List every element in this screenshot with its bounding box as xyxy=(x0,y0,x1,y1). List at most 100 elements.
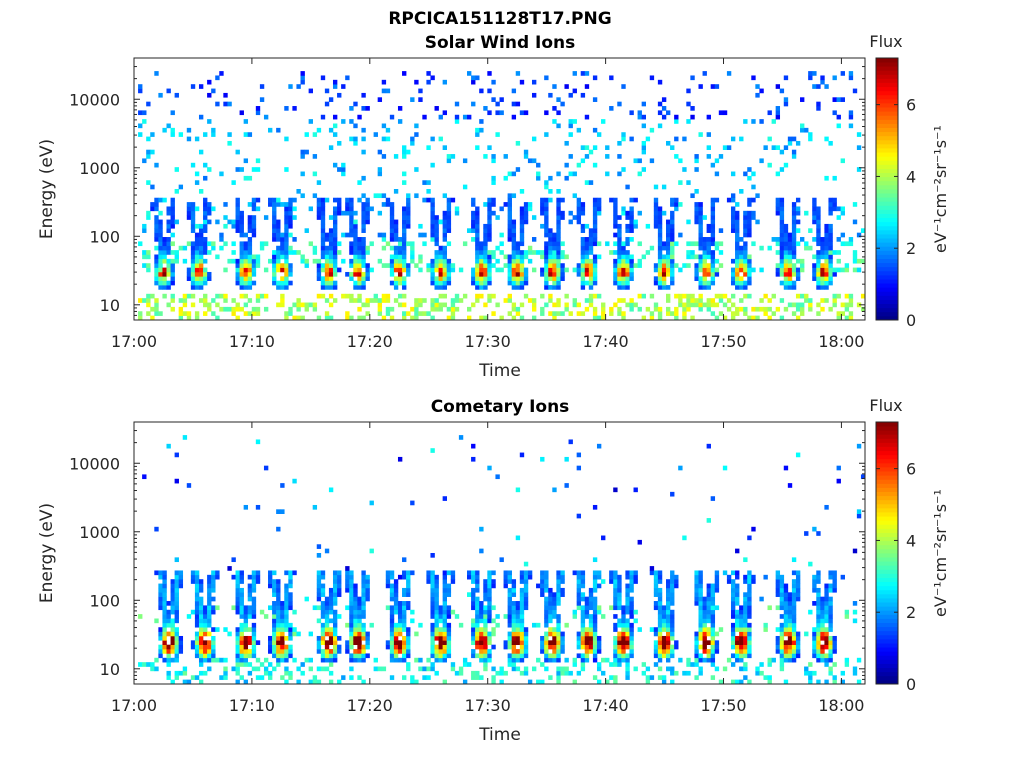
spectrogram-cell xyxy=(365,245,370,251)
spectrogram-cell xyxy=(450,267,456,273)
spectrogram-cell xyxy=(657,237,663,242)
spectrogram-cell xyxy=(556,311,561,316)
spectrogram-cell xyxy=(345,210,350,216)
spectrogram-cell xyxy=(215,570,220,576)
spectrogram-cell xyxy=(730,609,736,615)
spectrogram-cell xyxy=(702,657,707,663)
spectrogram-cell xyxy=(836,478,841,484)
spectrogram-cell xyxy=(670,197,675,203)
spectrogram-cell xyxy=(641,149,646,155)
spectrogram-cell xyxy=(276,197,281,203)
spectrogram-cell xyxy=(523,653,529,659)
spectrogram-cell xyxy=(702,258,707,264)
spectrogram-cell xyxy=(544,206,549,212)
spectrogram-cell xyxy=(263,614,269,619)
spectrogram-cell xyxy=(276,653,281,659)
spectrogram-cell xyxy=(495,614,500,619)
spectrogram-cell xyxy=(739,254,744,260)
spectrogram-cell xyxy=(515,635,521,641)
spectrogram-cell xyxy=(211,241,216,247)
spectrogram-cell xyxy=(657,223,663,229)
spectrogram-cell xyxy=(588,601,594,606)
spectrogram-cell xyxy=(402,587,407,593)
spectrogram-cell xyxy=(341,171,346,177)
spectrogram-cell xyxy=(142,110,147,116)
spectrogram-cell xyxy=(276,254,281,260)
spectrogram-cell xyxy=(739,136,744,142)
spectrogram-cell xyxy=(808,228,813,233)
spectrogram-cell xyxy=(166,223,171,229)
spectrogram-cell xyxy=(487,574,492,580)
colorbar-tick-label: 6 xyxy=(906,96,916,115)
spectrogram-cell xyxy=(515,250,521,255)
spectrogram-cell xyxy=(767,657,772,663)
spectrogram-cell xyxy=(467,592,472,597)
spectrogram-cell xyxy=(475,127,480,133)
spectrogram-cell xyxy=(393,280,399,286)
spectrogram-cell xyxy=(743,592,748,597)
spectrogram-cell xyxy=(194,640,200,645)
spectrogram-cell xyxy=(832,206,837,212)
spectrogram-cell xyxy=(361,92,366,98)
spectrogram-cell xyxy=(601,670,606,676)
spectrogram-cell xyxy=(779,592,785,597)
spectrogram-cell xyxy=(251,254,257,260)
spectrogram-cell xyxy=(434,635,439,641)
spectrogram-cell xyxy=(397,106,403,111)
spectrogram-cell xyxy=(783,250,789,255)
spectrogram-cell xyxy=(747,271,752,277)
spectrogram-cell xyxy=(320,219,326,225)
spectrogram-cell xyxy=(820,276,825,281)
spectrogram-cell xyxy=(816,84,821,89)
spectrogram-cell xyxy=(751,306,756,312)
spectrogram-cell xyxy=(820,237,825,242)
spectrogram-cell xyxy=(483,618,488,624)
spectrogram-cell xyxy=(767,136,772,142)
spectrogram-cell xyxy=(235,649,240,654)
spectrogram-cell xyxy=(657,79,663,85)
spectrogram-cell xyxy=(576,596,582,602)
spectrogram-cell xyxy=(316,267,322,273)
spectrogram-cell xyxy=(613,640,618,645)
spectrogram-cell xyxy=(170,596,175,602)
spectrogram-cell xyxy=(820,263,825,268)
spectrogram-cell xyxy=(361,258,366,264)
spectrogram-cell xyxy=(337,592,342,597)
spectrogram-cell xyxy=(674,311,679,316)
spectrogram-cell xyxy=(215,101,220,107)
spectrogram-cell xyxy=(430,206,435,212)
spectrogram-cell xyxy=(592,267,598,273)
spectrogram-cell xyxy=(714,245,720,251)
spectrogram-cell xyxy=(552,635,557,641)
spectrogram-cell xyxy=(743,627,748,632)
spectrogram-cell xyxy=(544,280,549,286)
spectrogram-cell xyxy=(560,311,565,316)
spectrogram-cell xyxy=(475,605,480,611)
spectrogram-cell xyxy=(235,197,240,203)
spectrogram-cell xyxy=(828,250,833,255)
spectrogram-cell xyxy=(511,622,517,628)
spectrogram-cell xyxy=(495,474,500,480)
spectrogram-cell xyxy=(751,241,756,247)
spectrogram-cell xyxy=(414,123,419,129)
colorbar-segment xyxy=(876,426,898,431)
spectrogram-cell xyxy=(698,132,703,137)
spectrogram-cell xyxy=(170,644,175,650)
spectrogram-cell xyxy=(531,666,537,672)
spectrogram-cell xyxy=(556,110,561,116)
y-tick-label: 10 xyxy=(100,296,120,315)
spectrogram-cell xyxy=(657,601,663,606)
spectrogram-cell xyxy=(613,202,618,207)
spectrogram-cell xyxy=(272,254,277,260)
spectrogram-cell xyxy=(280,627,285,632)
spectrogram-cell xyxy=(783,245,789,251)
spectrogram-cell xyxy=(215,315,220,321)
spectrogram-cell xyxy=(402,215,407,220)
spectrogram-cell xyxy=(430,136,435,142)
spectrogram-cell xyxy=(479,614,484,619)
colorbar-tick-label: 0 xyxy=(906,675,916,694)
spectrogram-cell xyxy=(207,605,212,611)
spectrogram-cell xyxy=(203,614,208,619)
spectrogram-cell xyxy=(373,666,378,672)
spectrogram-cell xyxy=(194,579,200,584)
